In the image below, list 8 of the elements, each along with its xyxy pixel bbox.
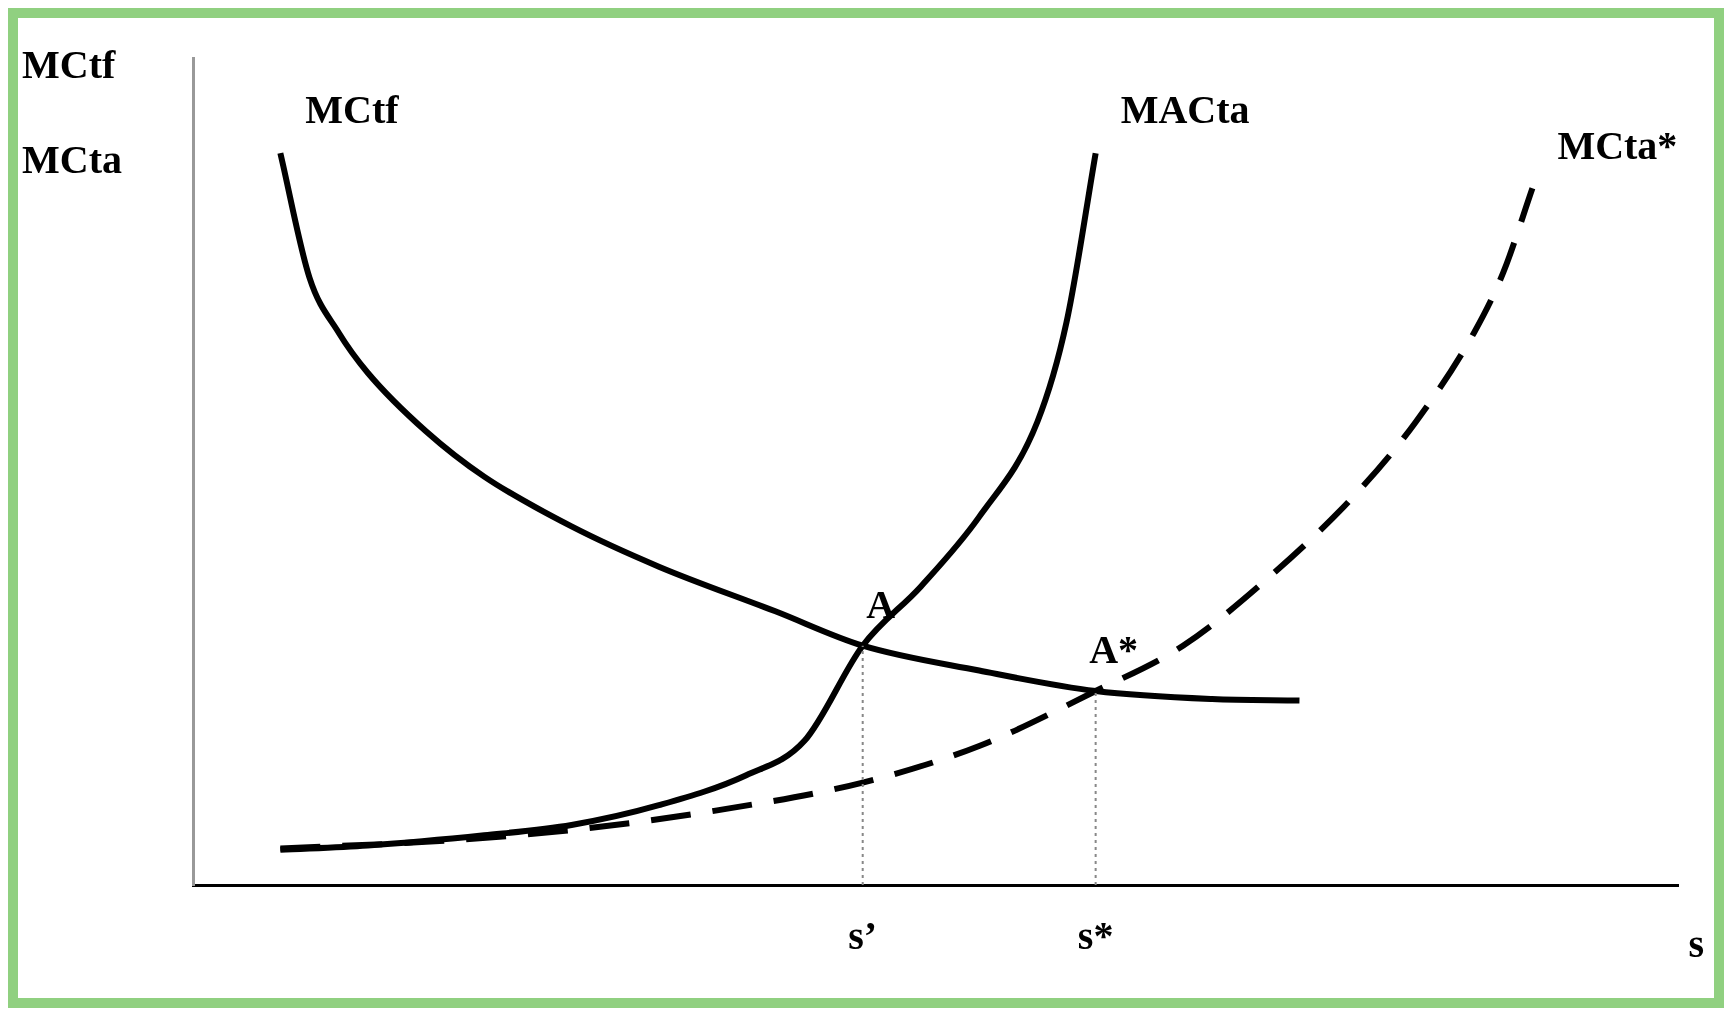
annotation: A* [1089,627,1139,673]
x-tick-label: s* [1077,913,1114,959]
series-label: MCta* [1557,122,1678,168]
x-tick-label: s’ [848,913,878,959]
text: MCtf MCta [22,42,122,183]
series-label: MCtf [305,87,400,133]
series-label: MACta [1120,87,1250,133]
x-axis-title: s [1688,921,1704,967]
